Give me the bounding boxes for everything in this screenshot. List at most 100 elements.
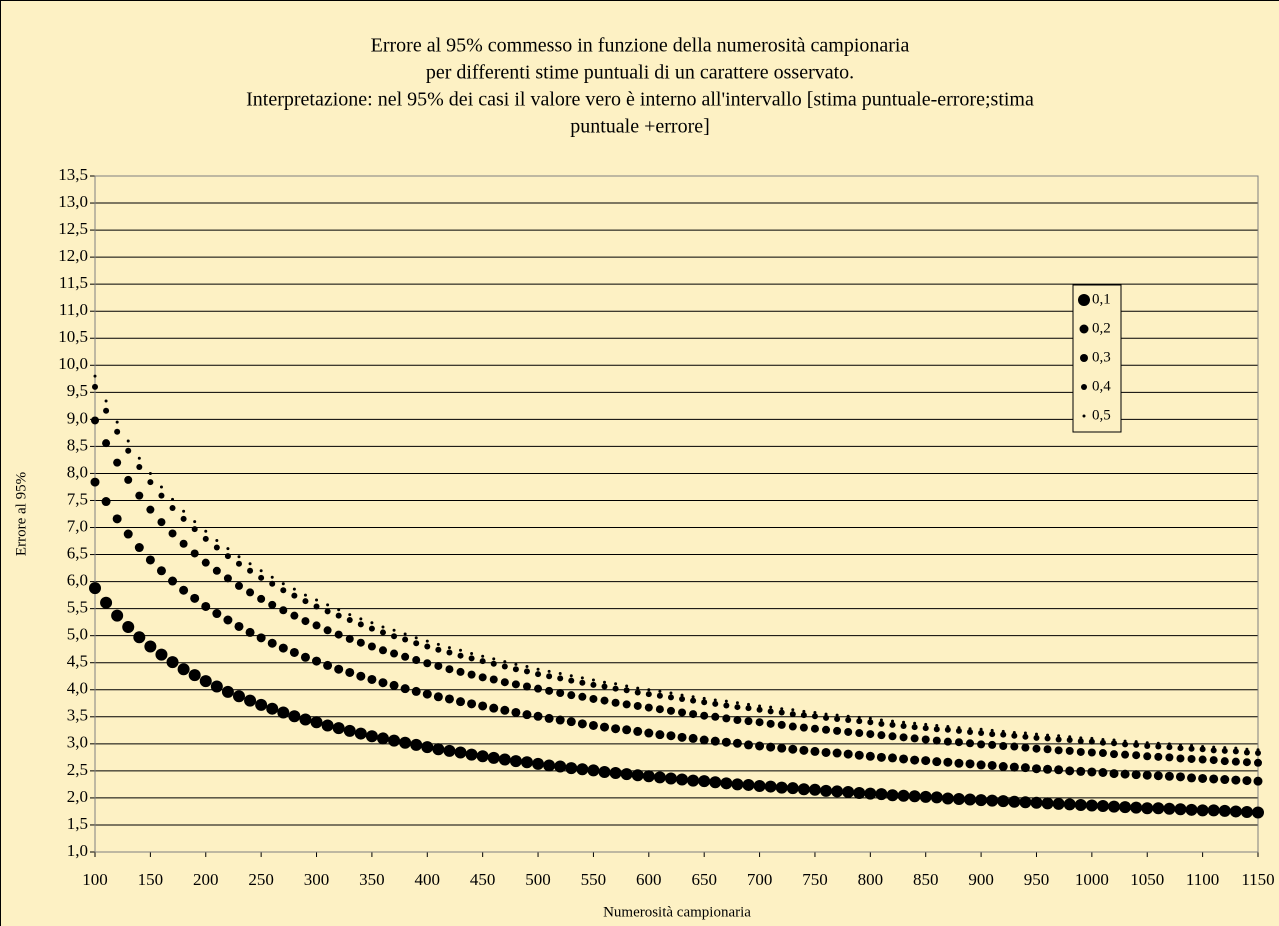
point: [535, 671, 542, 678]
point: [1076, 747, 1085, 756]
point: [1153, 771, 1163, 781]
point: [997, 795, 1010, 808]
point: [157, 518, 166, 527]
point: [930, 791, 943, 804]
point: [204, 529, 208, 533]
point: [223, 615, 233, 625]
x-tick-label: 400: [415, 870, 441, 889]
point: [411, 686, 421, 696]
point: [1133, 741, 1140, 748]
point: [999, 742, 1008, 751]
point: [588, 720, 598, 730]
y-tick-label: 5,0: [67, 625, 88, 644]
point: [644, 728, 654, 738]
point: [235, 560, 242, 567]
legend-marker: [1078, 294, 1090, 306]
point: [188, 669, 201, 682]
series: [92, 383, 1261, 757]
point: [467, 670, 476, 679]
point: [709, 776, 722, 789]
point: [601, 683, 608, 690]
point: [378, 646, 387, 655]
point: [257, 594, 266, 603]
x-tick-label: 300: [304, 870, 330, 889]
point: [234, 581, 243, 590]
point: [136, 463, 143, 470]
point: [1085, 799, 1098, 812]
point: [954, 738, 963, 747]
point: [168, 529, 177, 538]
point: [180, 515, 187, 522]
point: [422, 689, 432, 699]
point: [481, 654, 485, 658]
point: [622, 700, 631, 709]
point: [1240, 805, 1253, 818]
point: [989, 731, 996, 738]
point: [1099, 739, 1106, 746]
point: [1054, 765, 1064, 775]
point: [292, 587, 296, 591]
x-tick-label: 850: [913, 870, 939, 889]
point: [591, 678, 595, 682]
point: [346, 616, 353, 623]
point: [566, 717, 576, 727]
point: [611, 698, 620, 707]
point: [290, 611, 299, 620]
point: [1231, 775, 1241, 785]
point: [104, 399, 108, 403]
point: [664, 772, 677, 785]
point: [500, 678, 509, 687]
legend-label: 0,1: [1092, 291, 1111, 307]
point: [126, 439, 130, 443]
point: [212, 609, 222, 619]
point: [1220, 775, 1230, 785]
point: [911, 724, 918, 731]
point: [122, 621, 135, 634]
point: [413, 640, 420, 647]
point: [941, 792, 954, 805]
point: [367, 642, 376, 651]
point: [1122, 741, 1129, 748]
point: [102, 439, 111, 448]
point: [334, 630, 343, 639]
point: [865, 751, 875, 761]
point: [190, 593, 200, 603]
point: [124, 475, 133, 484]
point: [511, 680, 520, 689]
point: [312, 656, 322, 666]
y-tick-label: 1,5: [67, 814, 88, 833]
point: [498, 753, 511, 766]
point: [1009, 762, 1019, 772]
point: [988, 740, 997, 749]
point: [786, 782, 799, 795]
point: [391, 633, 398, 640]
plot-area: [95, 176, 1258, 852]
point: [266, 702, 279, 715]
point: [968, 727, 972, 731]
point: [489, 703, 499, 713]
point: [1176, 754, 1185, 763]
point: [465, 748, 478, 761]
point: [1012, 730, 1016, 734]
point: [245, 627, 255, 637]
point: [191, 526, 198, 533]
point: [267, 638, 277, 648]
point: [565, 762, 578, 775]
point: [92, 383, 98, 390]
point: [234, 621, 244, 631]
point: [522, 682, 531, 691]
point: [856, 718, 863, 725]
x-tick-label: 750: [802, 870, 828, 889]
point: [802, 709, 806, 713]
point: [1022, 733, 1029, 740]
point: [1130, 801, 1143, 814]
point: [699, 735, 709, 745]
point: [713, 698, 717, 702]
point: [432, 743, 445, 756]
point: [666, 706, 675, 715]
point: [270, 575, 274, 579]
point: [1152, 802, 1165, 815]
x-tick-label: 200: [193, 870, 219, 889]
point: [1207, 804, 1220, 817]
point: [332, 722, 345, 735]
